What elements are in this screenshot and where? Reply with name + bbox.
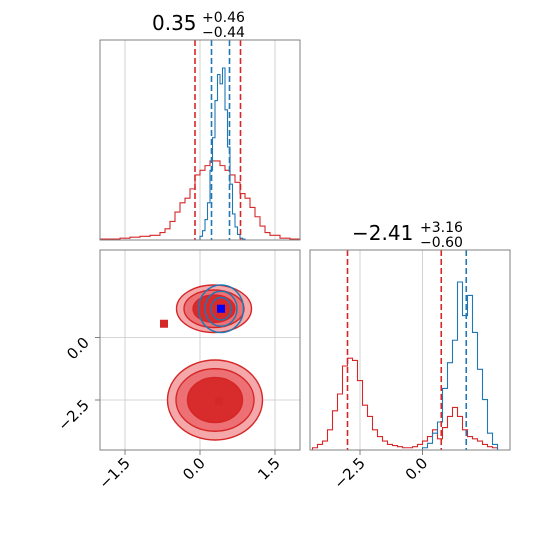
x-hist-blue-series [199,67,246,240]
y-hist-xtick-label-0: −2.5 [330,454,368,492]
y-hist-quantile-lines [346,250,468,450]
y-hist-title-upper: +3.16 [420,220,463,236]
contour-red-series [166,284,264,441]
contour-ytick-label-0: 0.0 [63,334,93,364]
x-hist-title-upper: +0.46 [202,10,245,26]
contour-markers [160,304,225,406]
x-histogram-panel: 0.35 +0.46 −0.44 [99,10,301,241]
y-hist-xtick-label-1: 0.0 [402,454,432,484]
y-hist-blue-step [421,281,499,450]
contour-blue-series [197,284,245,334]
y-histogram-panel: −2.41 +3.16 −0.60 −2.5 0.0 [309,220,511,493]
x-hist-title-lower: −0.44 [202,25,245,41]
x-hist-quantile-lines [194,40,242,240]
contour-red-marker-0 [160,319,168,328]
x-hist-red-step [99,160,301,240]
contour-xtick-label-2: 1.5 [254,454,284,484]
x-hist-red-series [99,160,301,240]
y-hist-frame [309,249,511,451]
x-hist-frame [99,39,301,241]
y-hist-red-step [311,357,499,450]
contour-panel: −1.5 0.0 1.5 0.0 −2.5 [54,249,301,493]
y-hist-grid [359,250,423,450]
y-hist-blue-series [421,281,499,450]
contour-blue-level1 [204,290,238,327]
y-hist-title-value: −2.41 [352,221,413,245]
y-hist-red-series [311,357,499,450]
x-hist-grid [124,40,276,240]
y-hist-ticks: −2.5 0.0 [330,450,431,493]
contour-red-mode0-level2 [192,294,236,324]
x-hist-blue-step [199,67,246,240]
y-hist-title-lower: −0.60 [420,235,463,251]
contour-blue-level0 [197,284,245,334]
contour-ytick-label-1: −2.5 [54,396,92,434]
contour-xtick-label-0: −1.5 [95,454,133,492]
x-hist-title-value: 0.35 [152,11,197,35]
contour-red-marker-1 [215,397,223,406]
contour-blue-level2 [210,296,232,321]
contour-blue-marker [217,304,225,313]
contour-xtick-label-1: 0.0 [179,454,209,484]
